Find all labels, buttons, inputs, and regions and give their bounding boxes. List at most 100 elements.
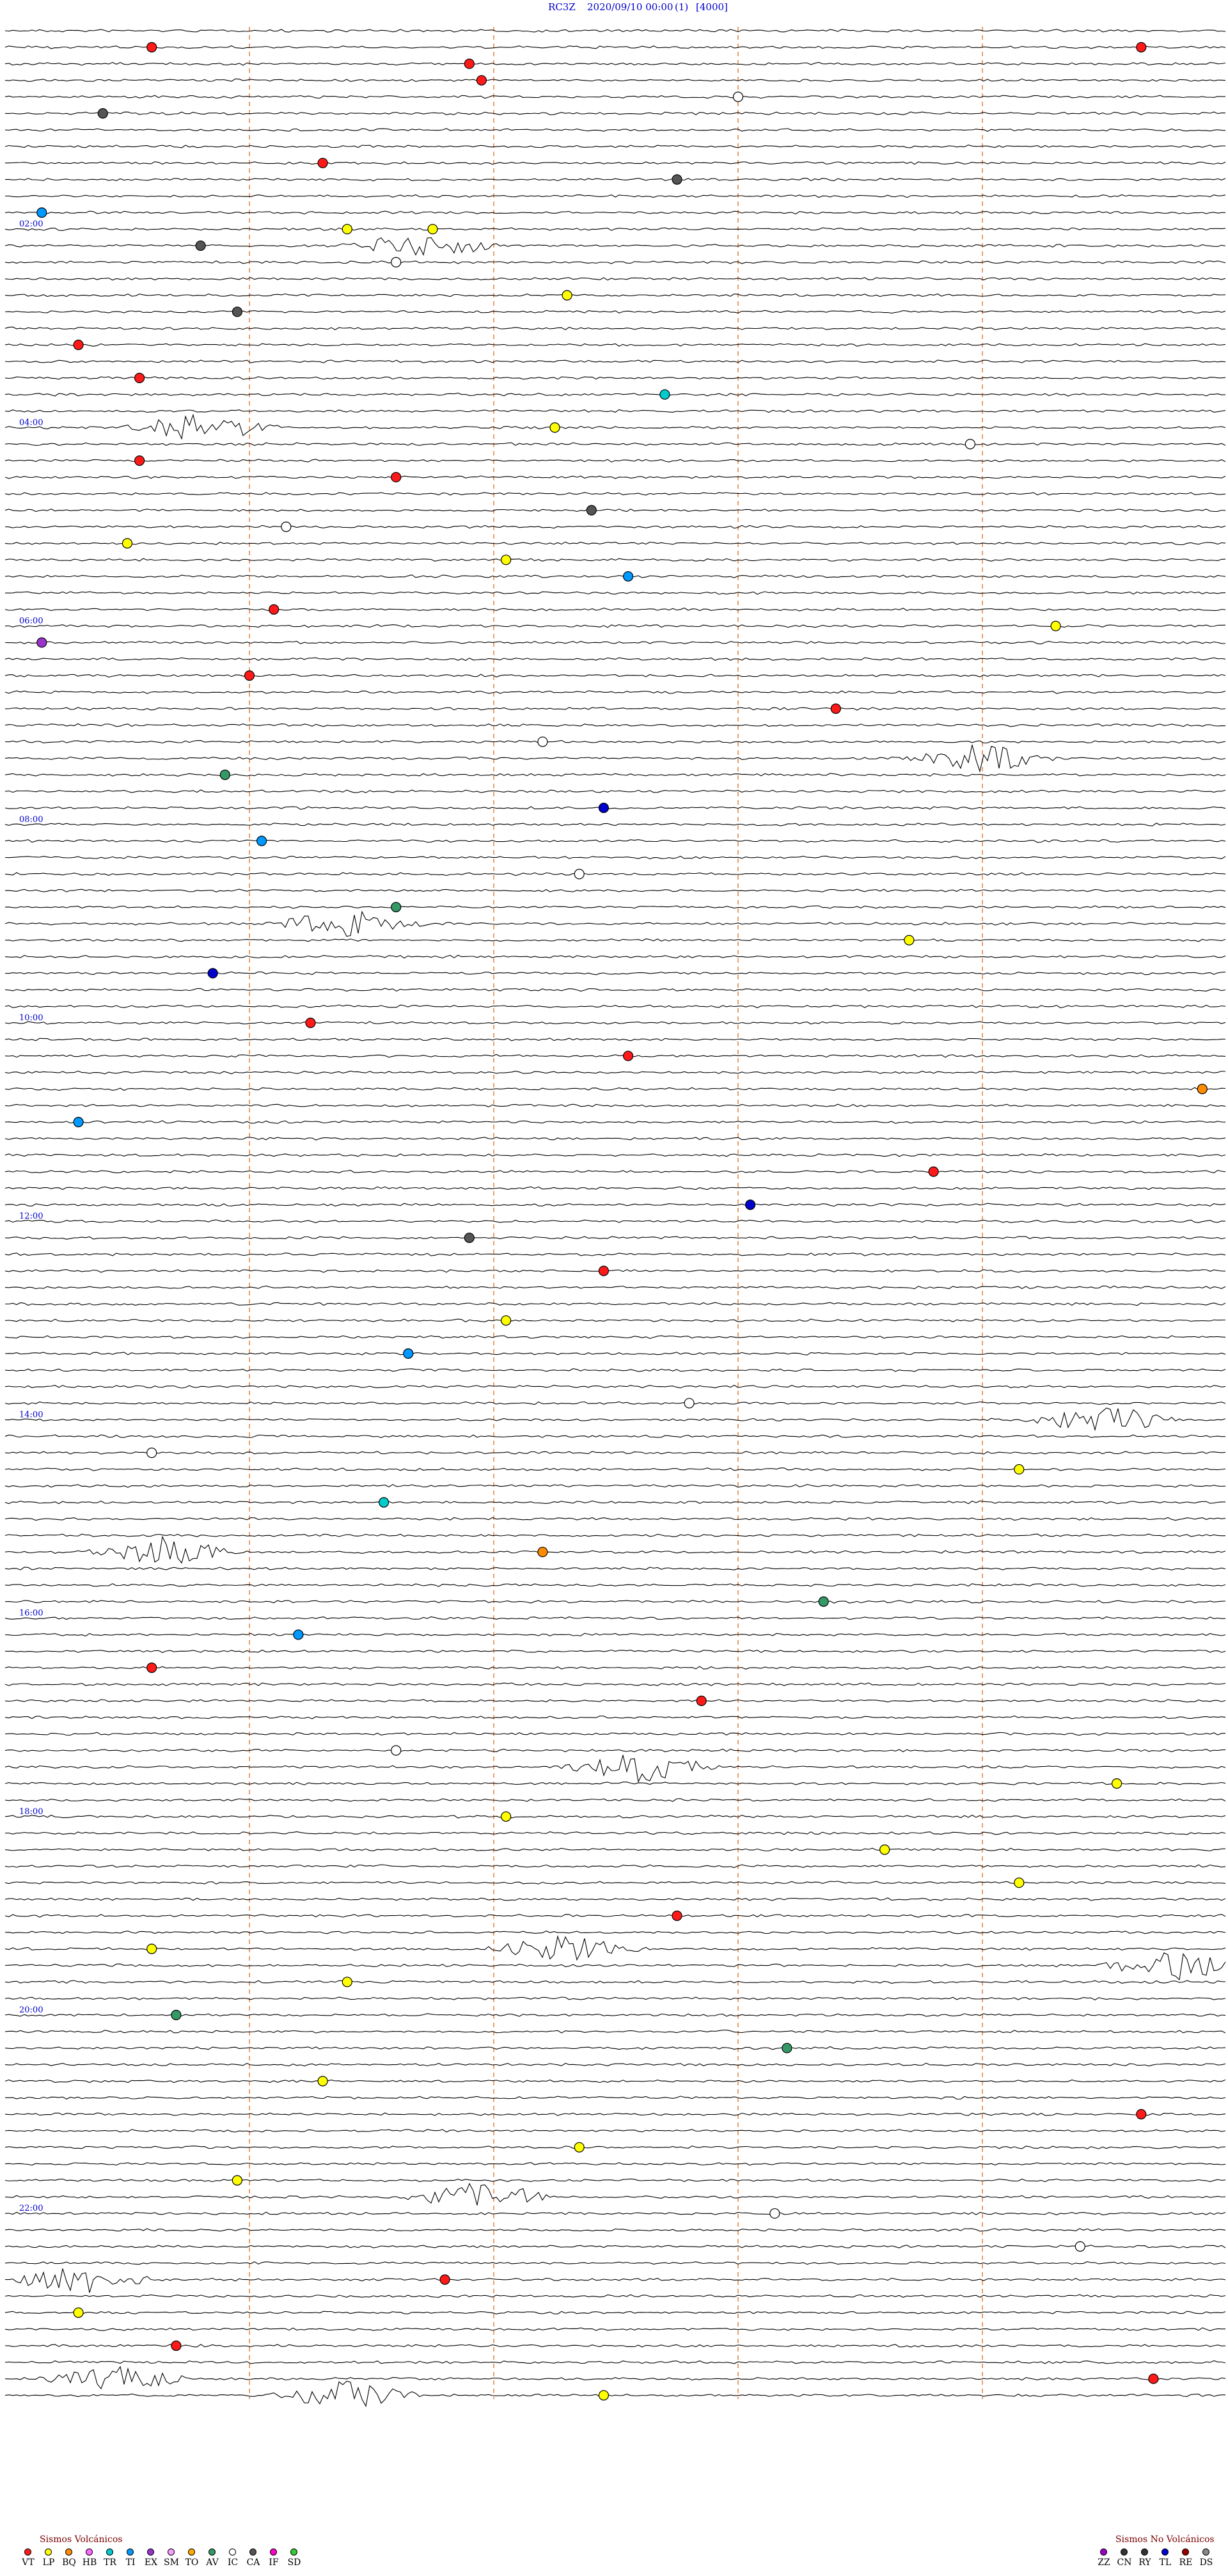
trace-row — [4, 707, 1226, 711]
trace-row — [4, 95, 1225, 99]
event-marker-lp — [500, 1811, 512, 1822]
legend-code: TR — [104, 2557, 116, 2568]
hour-label: 04:00 — [19, 418, 43, 427]
legend-code: IC — [227, 2557, 239, 2568]
event-marker-lp — [500, 555, 512, 565]
legend-dot-if — [270, 2548, 277, 2556]
trace-row — [4, 1451, 1226, 1455]
trace-row — [4, 855, 1226, 860]
trace-row — [4, 1483, 1226, 1488]
legend-code: DS — [1199, 2557, 1213, 2568]
legend-code: TO — [185, 2557, 199, 2568]
event-marker-bq — [537, 1547, 548, 1558]
legend-item-if: IF — [264, 2548, 284, 2573]
trace-row — [4, 905, 1226, 909]
event-marker-vt — [171, 2340, 182, 2351]
legend-dot-zz — [1100, 2548, 1107, 2556]
trace-row — [4, 1914, 1226, 1918]
non-volcanic-legend: Sismos No Volcánicos ZZ CN RY TL RE DS — [1094, 2534, 1225, 2573]
event-marker-vt — [1136, 2109, 1147, 2120]
event-marker-lp — [879, 1844, 890, 1855]
trace-row — [4, 1952, 1226, 1981]
trace-row — [4, 45, 1226, 49]
event-marker-vt — [464, 58, 475, 69]
chart-header: RC3Z 2020/09/10 00:00 (1) [4000] — [0, 0, 1228, 15]
trace-row — [4, 1535, 1226, 1564]
trace-row — [4, 1996, 1226, 2001]
trace-row — [4, 525, 1226, 529]
non-volcanic-legend-title: Sismos No Volcánicos — [1115, 2534, 1215, 2545]
trace-row — [4, 2013, 1226, 2017]
event-marker-ca — [232, 306, 242, 317]
event-marker-vt — [696, 1695, 707, 1706]
legend-item-sm: SM — [161, 2548, 182, 2573]
event-marker-vt — [476, 75, 487, 86]
trace-row — [4, 1897, 1226, 1901]
legend-code: TL — [1159, 2557, 1172, 2568]
trace-row — [4, 1203, 1226, 1207]
hour-label: 12:00 — [19, 1212, 43, 1221]
hour-label: 16:00 — [19, 1609, 43, 1618]
trace-row — [4, 910, 1226, 937]
event-marker-av — [782, 2043, 792, 2053]
trace-row — [4, 1087, 1226, 1091]
trace-row — [4, 492, 1226, 496]
trace-row — [4, 1682, 1226, 1686]
event-marker-vt — [391, 471, 402, 483]
trace-row — [4, 839, 1226, 843]
legend-item-ry: RY — [1135, 2548, 1155, 2573]
event-marker-vt — [269, 604, 279, 615]
event-marker-vt — [672, 1910, 682, 1921]
trace-row — [4, 2046, 1226, 2050]
trace-row — [4, 1236, 1226, 1240]
trace-row — [4, 1732, 1225, 1736]
trace-row — [4, 2129, 1226, 2133]
hour-label: 20:00 — [19, 2005, 43, 2015]
legend-dot-re — [1182, 2548, 1189, 2556]
trace-row — [4, 1070, 1226, 1075]
hour-label: 18:00 — [19, 1807, 43, 1817]
legend-item-zz: ZZ — [1094, 2548, 1114, 2573]
trace-row — [4, 2183, 1226, 2206]
legend-code: TI — [125, 2557, 136, 2568]
trace-row — [4, 1434, 1226, 1439]
trace-row — [4, 789, 1226, 793]
legend-dot-hb — [86, 2548, 93, 2556]
hour-label: 02:00 — [19, 219, 43, 229]
trace-row — [4, 2079, 1226, 2083]
trace-row — [4, 2360, 1226, 2364]
legend-dot-ca — [249, 2548, 256, 2556]
event-marker-lp — [232, 2175, 242, 2186]
trace-row — [4, 690, 1226, 694]
event-marker-lp — [904, 935, 915, 945]
trace-row — [4, 1935, 1226, 1961]
legend-item-to: TO — [182, 2548, 202, 2573]
legend-code: LP — [42, 2557, 55, 2568]
event-marker-ex — [36, 637, 47, 648]
legend-dot-tr — [106, 2548, 113, 2556]
event-marker-lp — [1050, 620, 1061, 631]
seismic-traces — [4, 29, 1226, 2408]
trace-row — [4, 558, 1226, 562]
legend-dot-vt — [24, 2548, 31, 2556]
helicorder-plot: 02:00 04:00 06:00 08:00 10:00 12:00 14:00 16:00… — [4, 27, 1226, 2408]
trace-row — [4, 1600, 1226, 1604]
event-marker-ic — [1074, 2241, 1085, 2252]
event-marker-lp — [342, 1977, 352, 1987]
event-marker-lp — [549, 422, 560, 433]
trace-row — [4, 1384, 1226, 1389]
trace-row — [4, 1715, 1226, 1719]
legend-dot-ds — [1202, 2548, 1209, 2556]
legend-item-ic: IC — [223, 2548, 243, 2573]
trace-row — [4, 2162, 1226, 2166]
event-marker-ic — [391, 1745, 402, 1756]
event-marker-ic — [684, 1398, 695, 1409]
event-marker-vt — [244, 670, 255, 681]
trace-row — [4, 310, 1226, 314]
hour-label: 10:00 — [19, 1013, 43, 1023]
event-marker-ti — [256, 835, 267, 846]
legend-code: ZZ — [1098, 2557, 1110, 2568]
event-marker-ca — [97, 108, 108, 119]
trace-row — [4, 1318, 1226, 1323]
trace-row — [4, 413, 1226, 440]
